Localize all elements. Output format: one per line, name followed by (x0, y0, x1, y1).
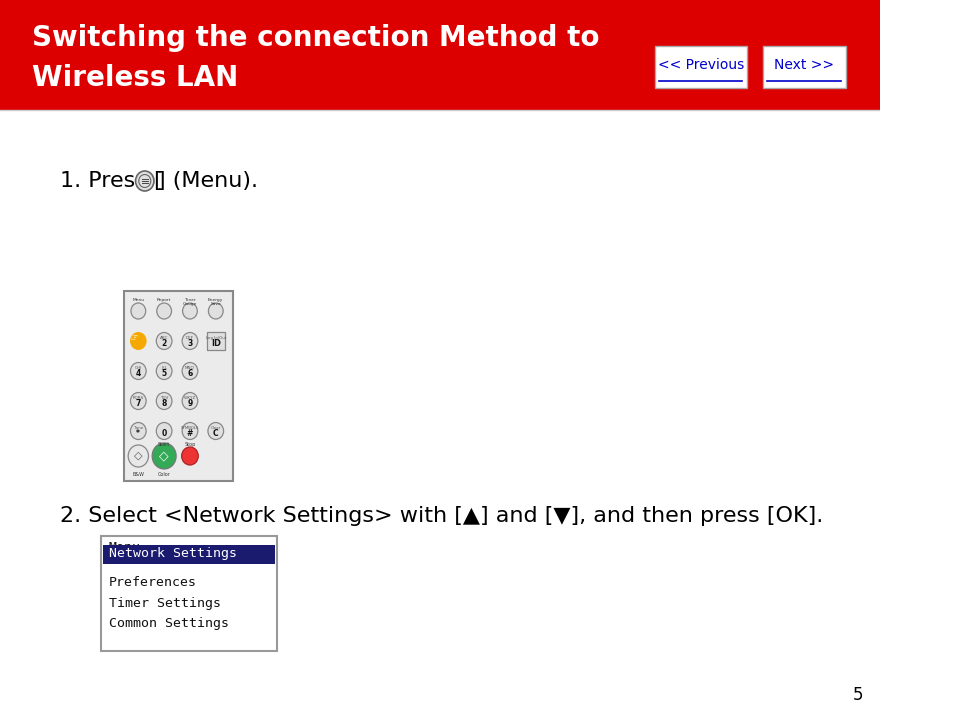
Text: Tone: Tone (133, 425, 143, 430)
Circle shape (182, 422, 197, 440)
Text: Color: Color (157, 472, 171, 477)
Circle shape (131, 392, 146, 410)
Bar (761, 46, 844, 88)
Circle shape (135, 171, 153, 191)
Text: Wireless LAN: Wireless LAN (32, 64, 238, 92)
Text: Preferences: Preferences (109, 576, 196, 589)
Text: << Previous: << Previous (657, 58, 743, 72)
Circle shape (208, 303, 223, 319)
Text: SYMBOLS: SYMBOLS (180, 425, 199, 430)
Text: Menu: Menu (109, 541, 141, 554)
Bar (0, 0, 879, 110)
Circle shape (131, 362, 146, 379)
Circle shape (182, 303, 197, 319)
Circle shape (156, 422, 172, 440)
Text: 2. Select <Network Settings> with [▲] and [▼], and then press [OK].: 2. Select <Network Settings> with [▲] an… (60, 506, 822, 526)
Text: Common Settings: Common Settings (109, 616, 229, 629)
Text: 0: 0 (161, 428, 167, 437)
Text: Log In/Out: Log In/Out (206, 336, 226, 340)
Bar (103, 545, 274, 564)
Text: 5: 5 (161, 369, 167, 377)
Text: 4: 4 (135, 369, 141, 377)
Circle shape (208, 422, 223, 440)
Text: DEF: DEF (186, 336, 193, 339)
Text: Start: Start (158, 442, 170, 447)
Circle shape (131, 303, 146, 319)
Circle shape (128, 445, 149, 467)
Bar (654, 46, 746, 88)
Text: ◇: ◇ (159, 450, 169, 463)
Text: TUV: TUV (160, 395, 168, 400)
Circle shape (156, 392, 172, 410)
Text: WXYZ: WXYZ (184, 395, 196, 400)
Text: Menu: Menu (132, 298, 144, 302)
Text: MNO: MNO (185, 365, 194, 369)
Text: C: C (213, 428, 218, 437)
Circle shape (182, 332, 197, 349)
Text: Report: Report (157, 298, 172, 302)
Text: 6: 6 (187, 369, 193, 377)
Text: Switching the connection Method to: Switching the connection Method to (32, 24, 599, 52)
Text: PQRS: PQRS (132, 395, 144, 400)
Text: Network Settings: Network Settings (109, 548, 236, 561)
Text: Energy
Save: Energy Save (208, 298, 223, 306)
Text: 7: 7 (135, 399, 141, 407)
Circle shape (182, 392, 197, 410)
Text: 1. Press [: 1. Press [ (60, 171, 162, 191)
Text: 8: 8 (161, 399, 167, 407)
Text: ID: ID (211, 339, 220, 348)
Text: Toner
Gauge: Toner Gauge (183, 298, 197, 306)
Text: Next >>: Next >> (773, 58, 833, 72)
Text: 5: 5 (851, 686, 862, 704)
Text: GHI: GHI (134, 365, 142, 369)
Circle shape (182, 362, 197, 379)
Text: Timer Settings: Timer Settings (109, 596, 220, 609)
Text: #: # (187, 428, 193, 437)
Text: ◇: ◇ (134, 451, 142, 461)
Circle shape (130, 332, 147, 350)
Text: Clear: Clear (211, 425, 221, 430)
Text: 3: 3 (187, 339, 193, 347)
Bar (101, 536, 276, 651)
Text: ABC: ABC (160, 336, 169, 339)
Text: ] (Menu).: ] (Menu). (156, 171, 257, 191)
Text: *: * (136, 428, 140, 437)
Bar (207, 332, 225, 350)
Circle shape (152, 443, 176, 469)
Text: Stop: Stop (184, 442, 195, 447)
Text: B&W: B&W (132, 472, 144, 477)
Bar (124, 291, 233, 481)
Text: 9: 9 (187, 399, 193, 407)
Text: 2: 2 (161, 339, 167, 347)
Circle shape (131, 422, 146, 440)
Text: JKL: JKL (161, 365, 167, 369)
Circle shape (156, 332, 172, 349)
Text: ☞: ☞ (130, 333, 138, 343)
Circle shape (181, 447, 198, 465)
Circle shape (156, 362, 172, 379)
Circle shape (156, 303, 172, 319)
